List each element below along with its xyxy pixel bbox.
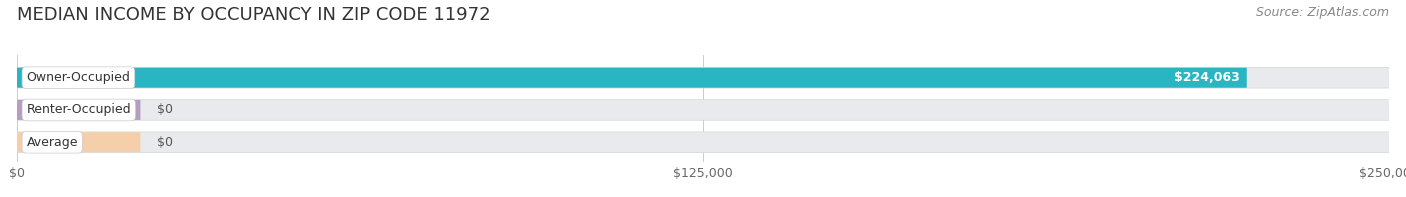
FancyBboxPatch shape xyxy=(17,132,141,152)
FancyBboxPatch shape xyxy=(17,67,1389,88)
FancyBboxPatch shape xyxy=(17,132,1389,153)
Text: Average: Average xyxy=(27,136,77,149)
FancyBboxPatch shape xyxy=(17,132,1389,152)
FancyBboxPatch shape xyxy=(17,99,1389,121)
FancyBboxPatch shape xyxy=(17,100,141,120)
Text: Renter-Occupied: Renter-Occupied xyxy=(27,103,131,116)
Text: Source: ZipAtlas.com: Source: ZipAtlas.com xyxy=(1256,6,1389,19)
Text: $0: $0 xyxy=(157,103,173,116)
FancyBboxPatch shape xyxy=(17,100,1389,120)
Text: Owner-Occupied: Owner-Occupied xyxy=(27,71,131,84)
Text: $224,063: $224,063 xyxy=(1174,71,1240,84)
FancyBboxPatch shape xyxy=(17,68,1389,88)
Text: $0: $0 xyxy=(157,136,173,149)
Text: MEDIAN INCOME BY OCCUPANCY IN ZIP CODE 11972: MEDIAN INCOME BY OCCUPANCY IN ZIP CODE 1… xyxy=(17,6,491,24)
FancyBboxPatch shape xyxy=(17,68,1247,88)
